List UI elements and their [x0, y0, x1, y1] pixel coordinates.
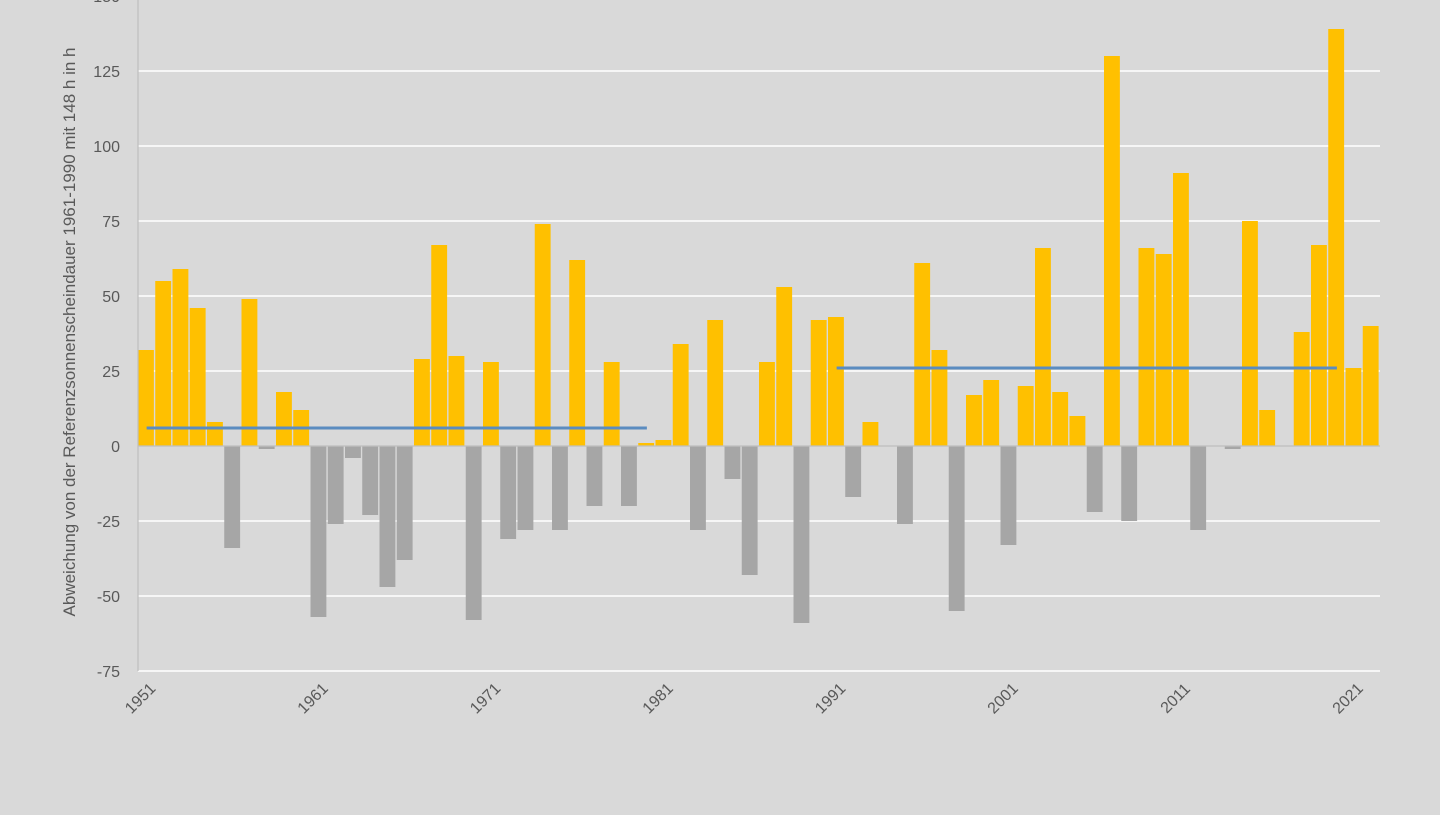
bar-1962 [327, 446, 344, 524]
bar-1999 [966, 395, 982, 446]
bar-1979 [621, 446, 637, 506]
gridlines [138, 70, 1380, 672]
bar-2018 [1293, 332, 1310, 446]
bar-1954 [189, 308, 206, 446]
bar-2002 [1017, 386, 1034, 446]
y-tick-label: -50 [97, 589, 120, 606]
bar-1977 [586, 446, 603, 506]
y-tick-label: 50 [102, 289, 120, 306]
y-tick-label: 100 [93, 139, 120, 156]
bar-1952 [155, 281, 172, 446]
bar-1965 [379, 446, 396, 587]
bar-1988 [776, 287, 793, 446]
x-tick-label: 1991 [812, 680, 849, 717]
bar-2012 [1190, 446, 1207, 530]
bar-2022 [1362, 326, 1379, 446]
bar-1984 [707, 320, 724, 446]
bar-2015 [1242, 221, 1258, 446]
bar-2007 [1104, 56, 1120, 446]
bar-1964 [362, 446, 379, 515]
x-tick-label: 1981 [640, 680, 677, 717]
y-tick-label: -25 [97, 514, 120, 531]
bar-1975 [552, 446, 568, 530]
bar-1972 [500, 446, 517, 539]
bar-1955 [207, 422, 223, 446]
bar-2005 [1069, 416, 1086, 446]
y-tick-label: 150 [93, 0, 120, 6]
bar-1956 [224, 446, 241, 548]
bar-1967 [414, 359, 430, 446]
x-tick-label: 1951 [122, 680, 159, 717]
bar-1998 [948, 446, 965, 611]
bar-1968 [431, 245, 448, 446]
bar-1992 [845, 446, 862, 497]
average-lines [146, 366, 1337, 430]
bar-1966 [396, 446, 413, 560]
bar-2001 [1000, 446, 1017, 545]
bar-2020 [1328, 29, 1345, 446]
bar-1990 [810, 320, 827, 446]
bar-1957 [241, 299, 258, 446]
y-tick-label: -75 [97, 664, 120, 681]
y-tick-label: 75 [102, 214, 120, 231]
bar-1971 [483, 362, 499, 446]
bar-1981 [655, 440, 672, 446]
bar-1973 [517, 446, 534, 530]
y-axis-label: Abweichung von der Referenzsonnenscheind… [60, 48, 79, 617]
bar-1958 [258, 446, 275, 449]
bar-1980 [638, 443, 655, 446]
x-tick-label: 2021 [1330, 680, 1367, 717]
y-tick-label: 125 [93, 64, 120, 81]
bar-2014 [1224, 446, 1241, 449]
bar-2000 [983, 380, 1000, 446]
bar-2009 [1138, 248, 1155, 446]
bar-2021 [1345, 368, 1362, 446]
bar-1959 [276, 392, 292, 446]
x-tick-label: 2001 [985, 680, 1022, 717]
y-tick-label: 0 [111, 439, 120, 456]
bar-2019 [1311, 245, 1327, 446]
bar-1978 [603, 362, 620, 446]
bar-1989 [793, 446, 810, 623]
bar-2016 [1259, 410, 1276, 446]
bar-1970 [465, 446, 482, 620]
bar-1991 [828, 317, 844, 446]
bar-1987 [759, 362, 775, 446]
bars [138, 29, 1379, 623]
bar-1996 [914, 263, 931, 446]
bar-1961 [310, 446, 327, 617]
bar-2011 [1173, 173, 1189, 446]
bar-1993 [862, 422, 879, 446]
bar-2004 [1052, 392, 1069, 446]
bar-1953 [172, 269, 189, 446]
bar-1985 [724, 446, 741, 479]
x-tick-label: 1971 [467, 680, 504, 717]
bar-1986 [741, 446, 758, 575]
y-tick-label: 25 [102, 364, 120, 381]
bar-2010 [1155, 254, 1172, 446]
bar-1983 [690, 446, 706, 530]
bar-1974 [534, 224, 551, 446]
bar-1976 [569, 260, 586, 446]
bar-1969 [448, 356, 465, 446]
bar-1982 [672, 344, 689, 446]
bar-2008 [1121, 446, 1138, 521]
bar-1995 [897, 446, 913, 524]
bar-1997 [931, 350, 948, 446]
bar-2006 [1086, 446, 1103, 512]
x-tick-label: 1961 [295, 680, 332, 717]
x-tick-label: 2011 [1158, 681, 1194, 717]
bar-1963 [345, 446, 361, 458]
bar-2003 [1035, 248, 1051, 446]
bar-1951 [138, 350, 154, 446]
